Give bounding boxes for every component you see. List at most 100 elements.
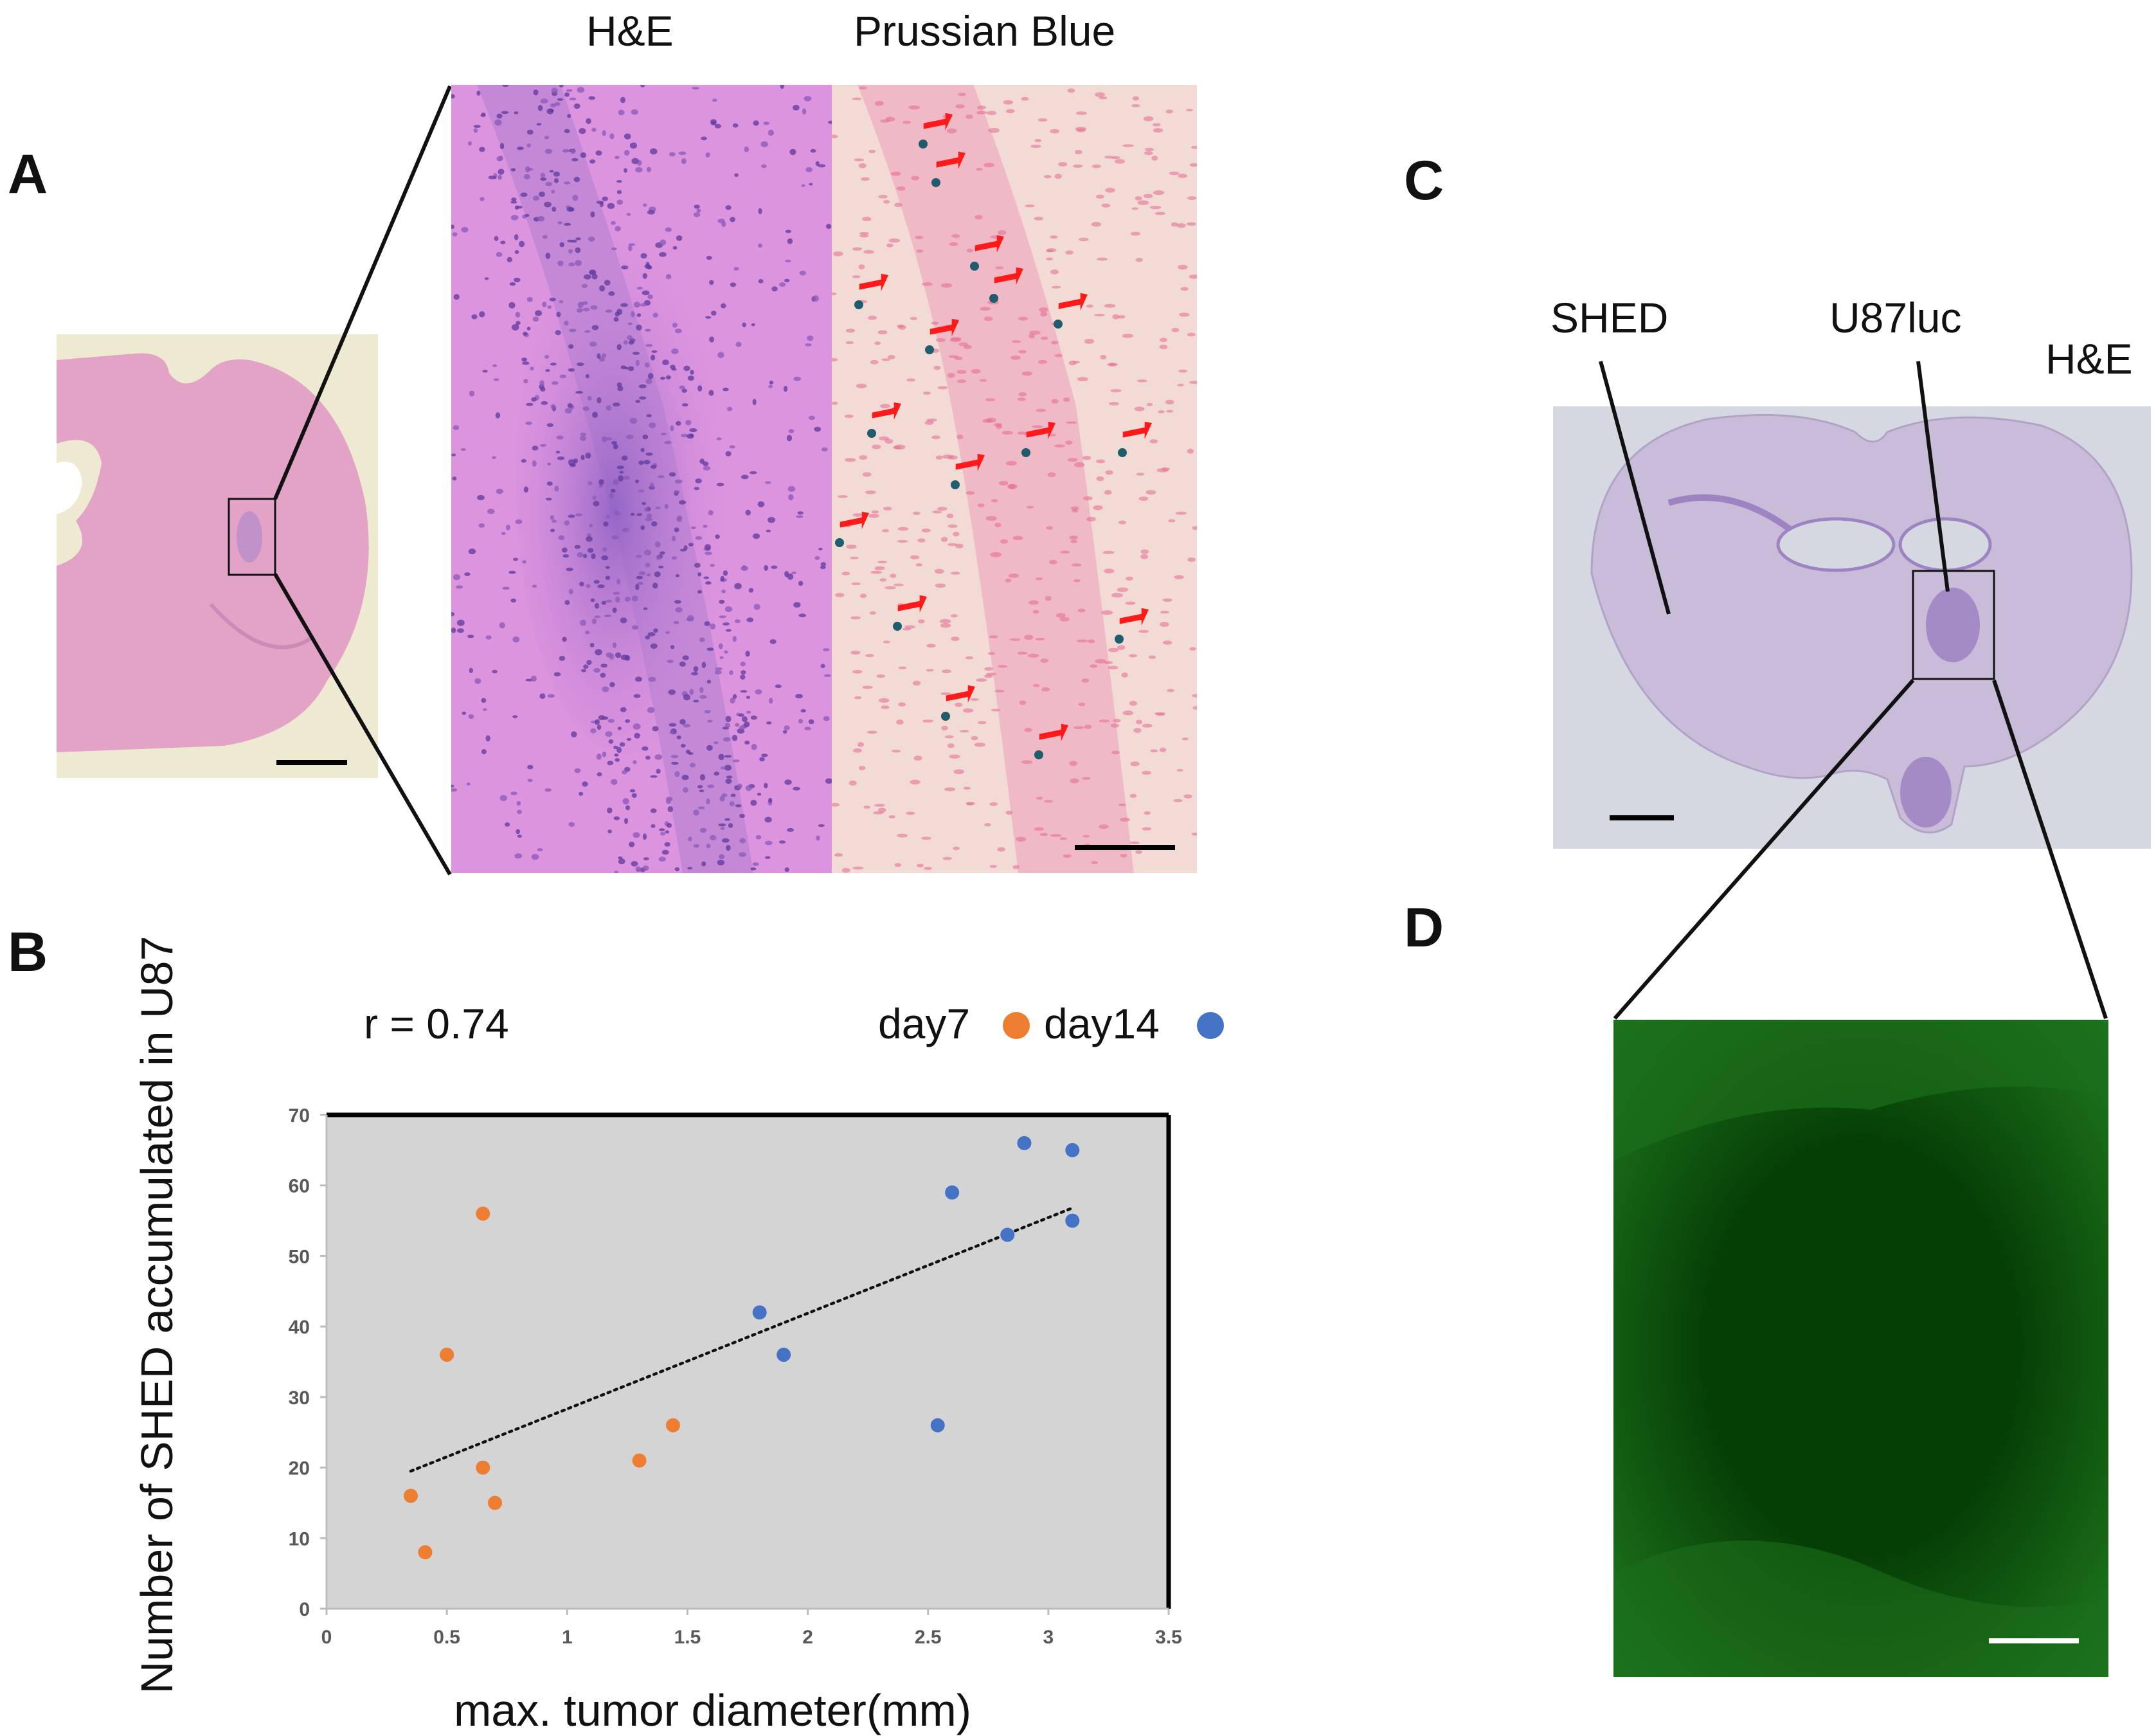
nucleus (676, 735, 681, 739)
nucleus (455, 585, 463, 589)
nucleus (640, 253, 647, 259)
nucleus (606, 652, 613, 658)
cell (1070, 778, 1079, 784)
cell (863, 806, 870, 809)
data-point-day7 (476, 1206, 490, 1221)
cell (1189, 647, 1196, 651)
nucleus (526, 297, 533, 302)
nucleus (625, 655, 631, 661)
nucleus (670, 425, 674, 431)
nucleus (568, 249, 573, 254)
cell (1099, 719, 1110, 723)
nucleus (732, 734, 738, 741)
cell (1142, 770, 1151, 775)
nucleus (603, 521, 609, 527)
nucleus (638, 460, 644, 466)
nucleus (643, 549, 652, 556)
nucleus (734, 583, 742, 590)
x-tick-label: 0.5 (433, 1627, 460, 1648)
nucleus (598, 479, 604, 485)
nucleus (720, 766, 726, 770)
nucleus (613, 479, 619, 485)
cell (1131, 207, 1138, 210)
nucleus (624, 150, 630, 156)
nucleus (615, 156, 620, 159)
cell (897, 833, 908, 838)
cell (850, 556, 859, 559)
cell (879, 436, 889, 441)
nucleus (494, 235, 499, 241)
cell (896, 186, 906, 191)
cell (1051, 399, 1059, 404)
nucleus (615, 226, 621, 231)
nucleus (706, 745, 713, 751)
nucleus (496, 489, 504, 494)
cell (948, 524, 958, 529)
nucleus (693, 844, 700, 848)
cell (963, 708, 974, 713)
nucleus (624, 366, 629, 370)
nucleus (492, 456, 496, 459)
cell (1082, 496, 1093, 501)
nucleus (739, 725, 746, 730)
cell (1059, 837, 1067, 840)
nucleus (665, 227, 672, 232)
nucleus (644, 362, 650, 368)
nucleus (689, 763, 696, 768)
nucleus (579, 128, 586, 134)
nucleus (615, 652, 622, 658)
nucleus (590, 305, 598, 310)
nucleus (654, 754, 663, 760)
cell (872, 444, 881, 449)
cell (1082, 835, 1090, 838)
cell (883, 507, 892, 511)
nucleus (816, 835, 820, 841)
cell (1168, 519, 1176, 523)
nucleus (545, 368, 550, 372)
nucleus (720, 827, 725, 830)
nucleus (784, 278, 790, 283)
nucleus (586, 660, 592, 665)
cell (947, 372, 955, 378)
iron-deposit (1118, 448, 1127, 457)
nucleus (609, 682, 615, 687)
nucleus (687, 615, 694, 622)
nucleus (531, 397, 537, 402)
nucleus (607, 761, 614, 766)
cell (1005, 109, 1015, 114)
cell (971, 736, 978, 741)
nucleus (616, 199, 624, 205)
nucleus (714, 123, 721, 129)
cell (980, 307, 991, 311)
nucleus (725, 778, 732, 784)
nucleus (740, 674, 746, 680)
cell (910, 779, 921, 785)
cell (1178, 264, 1188, 270)
nucleus (564, 92, 570, 97)
prussian-blue-label: Prussian Blue (854, 7, 1116, 55)
cell (935, 338, 946, 343)
cell (852, 513, 863, 517)
nucleus (575, 513, 582, 517)
nucleus (499, 143, 505, 150)
cell (1043, 800, 1053, 803)
nucleus (451, 611, 455, 617)
cell (1005, 578, 1012, 583)
nucleus (714, 771, 720, 776)
nucleus (719, 656, 724, 659)
nucleus (724, 818, 731, 821)
cell (1086, 516, 1096, 522)
nucleus (493, 378, 499, 381)
nucleus (505, 822, 510, 827)
nucleus (689, 428, 697, 433)
nucleus (606, 437, 613, 440)
nucleus (744, 740, 750, 745)
nucleus (651, 824, 656, 828)
cell (941, 283, 953, 288)
cell (863, 249, 875, 254)
nucleus (527, 779, 533, 782)
nucleus (750, 715, 757, 720)
cell (1118, 520, 1127, 525)
nucleus (719, 854, 725, 860)
